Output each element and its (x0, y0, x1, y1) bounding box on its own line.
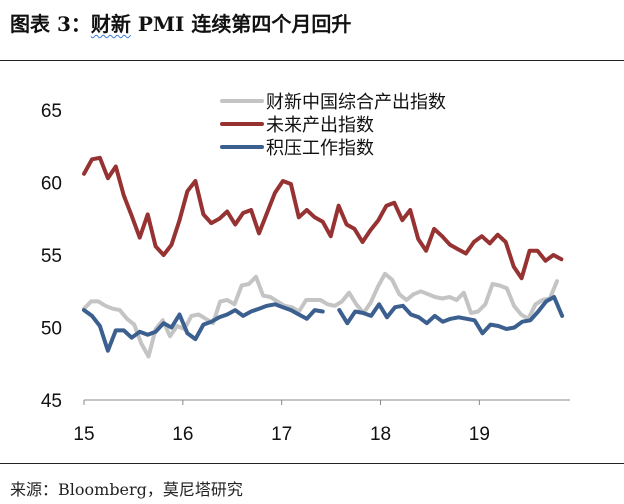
series-line-composite (82, 271, 559, 359)
title-rest: PMI 连续第四个月回升 (130, 12, 352, 36)
title-prefix: 图表 3： (10, 12, 91, 36)
y-tick-label: 50 (41, 319, 62, 340)
legend-label-future: 未来产出指数 (266, 115, 374, 136)
x-tick-label: 16 (172, 424, 193, 445)
title-caixin: 财新 (90, 12, 131, 36)
y-tick-label: 65 (41, 101, 62, 122)
chart-title: 图表 3：财新 PMI 连续第四个月回升 (10, 8, 351, 37)
y-tick-label: 55 (41, 246, 62, 267)
y-tick-label: 60 (41, 174, 62, 195)
series-line-future (82, 155, 564, 281)
x-tick-label: 18 (370, 424, 391, 445)
x-tick-label: 17 (271, 424, 292, 445)
series-line-backlog (82, 302, 325, 353)
top-divider (0, 60, 624, 61)
y-tick-label: 45 (41, 391, 62, 412)
x-tick-label: 15 (73, 424, 94, 445)
bottom-divider (0, 463, 624, 464)
legend-label-backlog: 积压工作指数 (266, 138, 374, 159)
series-line-backlog_part2 (337, 295, 565, 336)
legend-label-composite: 财新中国综合产出指数 (266, 92, 446, 113)
source-note: 来源：Bloomberg，莫尼塔研究 (10, 480, 243, 499)
x-tick-label: 19 (469, 424, 490, 445)
